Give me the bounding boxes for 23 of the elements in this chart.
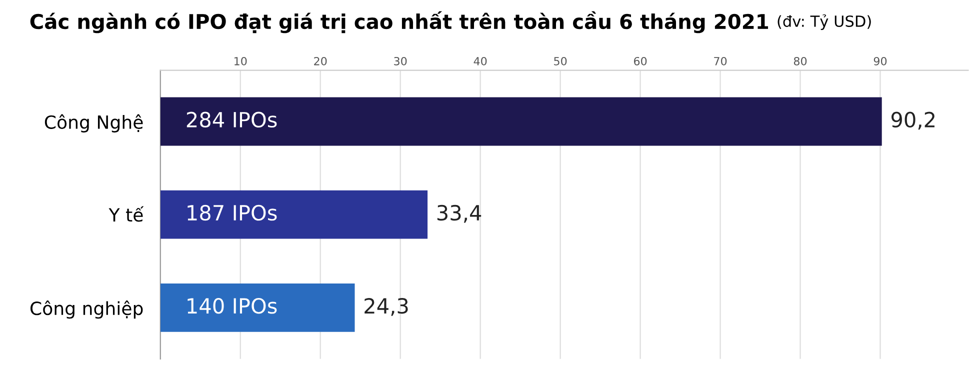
x-tick-label: 40 bbox=[474, 56, 487, 66]
y-tick-label: Công Nghệ bbox=[44, 114, 143, 132]
x-tick-label: 50 bbox=[554, 56, 567, 66]
x-tick-label: 10 bbox=[234, 56, 247, 66]
bar bbox=[160, 283, 355, 332]
x-tick-label: 80 bbox=[794, 56, 807, 66]
y-tick-label: Y tế bbox=[108, 206, 144, 222]
annotation: 284 IPOs bbox=[186, 112, 277, 128]
data-label: 90,2 bbox=[891, 112, 934, 130]
x-tick-label: 30 bbox=[394, 56, 407, 66]
data-label: 24,3 bbox=[364, 298, 408, 316]
data-label: 33,4 bbox=[437, 204, 482, 223]
x-tick-label: 90 bbox=[874, 56, 887, 66]
bar bbox=[160, 190, 428, 239]
annotation: 140 IPOs bbox=[188, 298, 277, 314]
annotation: 187 IPOs bbox=[188, 204, 277, 221]
y-tick-label: Công nghiệp bbox=[30, 300, 143, 319]
chart-subtitle: (đv: Tỷ USD) bbox=[778, 14, 871, 30]
x-tick-label: 60 bbox=[634, 56, 647, 66]
x-tick-label: 70 bbox=[714, 56, 727, 66]
bar bbox=[160, 97, 882, 146]
chart-title: Các ngành có IPO đạt giá trị cao nhất trên toàn cầu 6 tháng 2021 bbox=[30, 11, 768, 34]
x-tick-label: 20 bbox=[314, 56, 327, 66]
